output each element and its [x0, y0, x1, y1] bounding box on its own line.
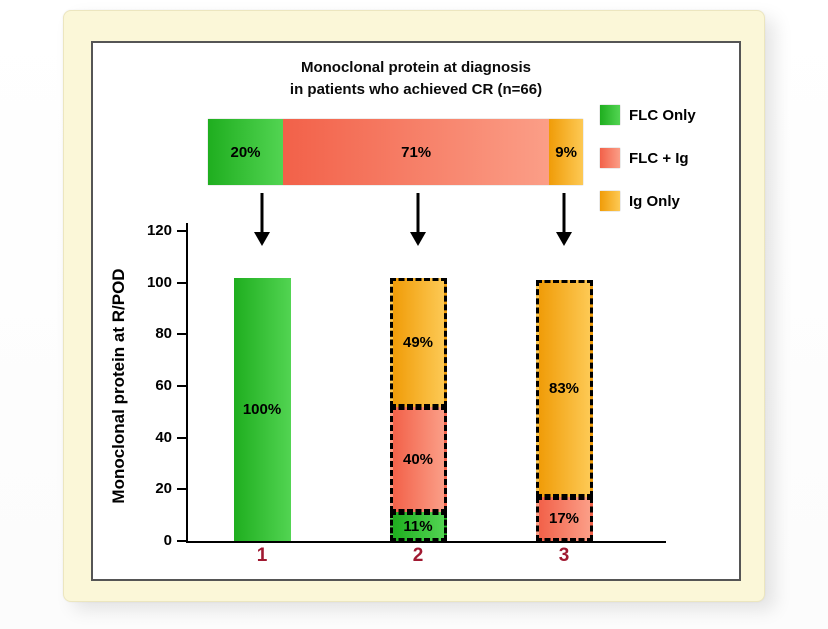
legend-label: FLC + Ig	[629, 149, 689, 167]
chart-title-line1: Monoclonal protein at diagnosis	[300, 59, 531, 76]
ig-only-swatch-icon	[600, 191, 620, 211]
bar-3: 17% 83%	[535, 231, 593, 541]
down-arrow-icon	[409, 193, 427, 249]
x-category-label-2: 2	[412, 545, 424, 566]
arrow-shaft	[260, 193, 264, 234]
bar-1-segment-flc-only: 100%	[233, 277, 291, 541]
arrow-head	[410, 232, 426, 246]
segment-percent-label: 17%	[548, 510, 580, 528]
diagnosis-stacked-bar: 20% 71% 9%	[208, 119, 583, 185]
y-tick-label: 80	[155, 325, 172, 343]
down-arrow-icon	[555, 193, 573, 249]
legend-item-flc-only: FLC Only	[600, 105, 696, 125]
diagnosis-segment-flc-only: 20%	[208, 119, 283, 185]
diagnosis-segment-ig-only: 9%	[549, 119, 583, 185]
arrow-shaft	[562, 193, 566, 234]
y-tick-mark	[177, 333, 186, 336]
bar-3-segment-ig-only: 83%	[535, 280, 593, 497]
down-arrow-icon	[253, 193, 271, 249]
y-tick-label: 60	[155, 377, 172, 394]
y-tick-mark	[177, 281, 186, 284]
y-tick-mark	[177, 230, 186, 232]
y-tick-mark	[177, 436, 186, 439]
arrow-head	[254, 232, 270, 246]
y-tick-label: 20	[155, 480, 172, 498]
segment-percent-label: 100%	[242, 400, 282, 418]
bar-2-segment-ig-only: 49%	[389, 277, 447, 407]
bar-2: 11% 40% 49%	[389, 231, 447, 541]
bar-3-segment-flc-ig: 17%	[535, 496, 593, 541]
segment-percent-label: 11%	[403, 518, 433, 535]
arrow-shaft	[416, 193, 420, 234]
legend: FLC Only FLC + Ig Ig Only	[600, 105, 696, 211]
figure-card: Monoclonal protein at diagnosis in patie…	[63, 10, 765, 602]
legend-label: Ig Only	[629, 192, 680, 210]
chart-title-line2: in patients who achieved CR (n=66)	[289, 81, 543, 98]
legend-item-ig-only: Ig Only	[600, 191, 696, 211]
flc-ig-swatch-icon	[600, 148, 620, 168]
plot-area: 0 20 40 60 80 100 120 100% 11% 40% 49% 17% 83% 1 2 3	[147, 222, 666, 566]
y-tick-label: 120	[146, 222, 172, 239]
segment-percent-label: 20%	[230, 143, 261, 161]
chart-panel: Monoclonal protein at diagnosis in patie…	[91, 41, 741, 581]
y-tick-mark	[177, 385, 186, 387]
segment-percent-label: 71%	[401, 143, 432, 161]
bar-2-segment-flc-only: 11%	[389, 512, 447, 541]
y-tick-label: 0	[163, 532, 172, 549]
y-tick-label: 100	[146, 273, 172, 291]
segment-percent-label: 40%	[402, 450, 434, 468]
segment-percent-label: 49%	[402, 333, 434, 351]
y-tick-label: 40	[155, 428, 172, 446]
bar-2-segment-flc-ig: 40%	[389, 406, 447, 513]
y-axis-title: Monoclonal protein at R/POD	[109, 268, 128, 504]
legend-item-flc-ig: FLC + Ig	[600, 148, 696, 168]
y-axis-line	[186, 223, 188, 543]
chart-title: Monoclonal protein at diagnosis in patie…	[93, 57, 739, 101]
x-axis-line	[186, 541, 666, 543]
arrow-head	[556, 232, 572, 246]
segment-percent-label: 83%	[548, 379, 580, 397]
bar-1: 100%	[233, 231, 291, 541]
x-category-label-3: 3	[558, 545, 570, 566]
flc-only-swatch-icon	[600, 105, 620, 125]
segment-percent-label: 9%	[555, 143, 577, 161]
y-tick-mark	[177, 540, 186, 542]
x-category-label-1: 1	[256, 545, 268, 566]
y-tick-mark	[177, 488, 186, 491]
legend-label: FLC Only	[629, 106, 696, 124]
diagnosis-segment-flc-ig: 71%	[283, 119, 550, 185]
